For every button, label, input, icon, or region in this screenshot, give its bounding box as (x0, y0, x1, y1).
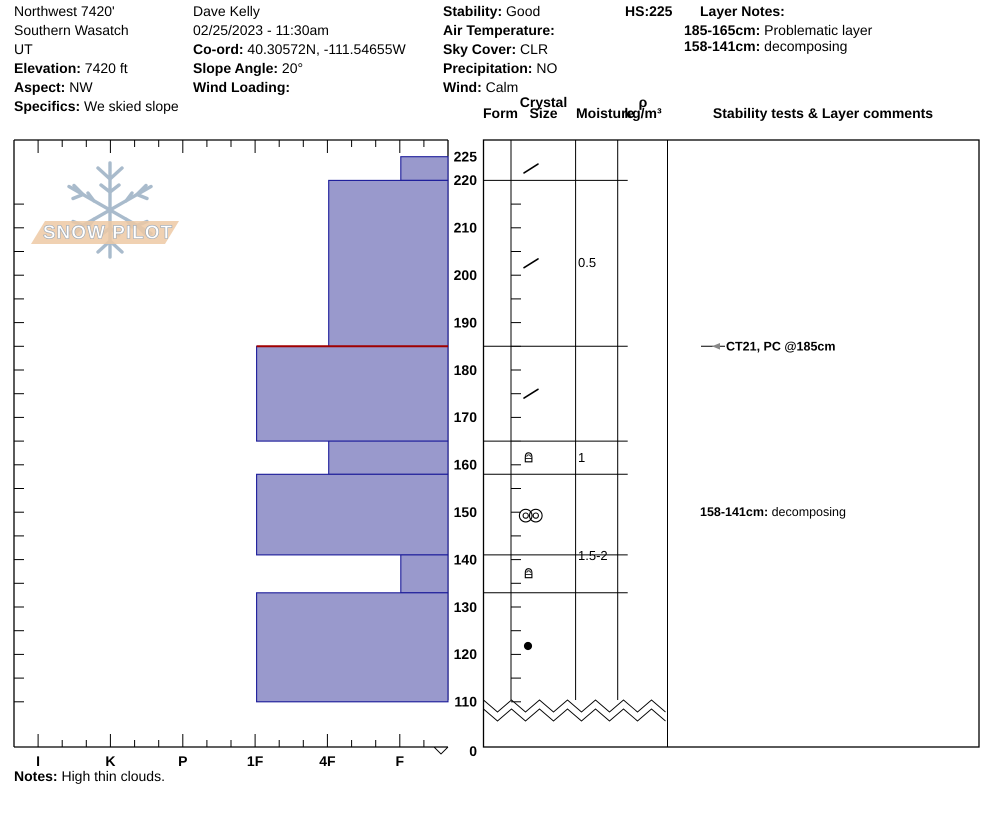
svg-text:4F: 4F (319, 753, 336, 769)
svg-text:120: 120 (454, 646, 478, 662)
svg-text:SNOW PILOT: SNOW PILOT (43, 223, 173, 244)
svg-text:190: 190 (454, 314, 478, 330)
svg-text:140: 140 (454, 551, 478, 567)
svg-text:I: I (36, 753, 40, 769)
svg-text:F: F (396, 753, 405, 769)
svg-text:1: 1 (578, 450, 585, 465)
svg-text:130: 130 (454, 599, 478, 615)
svg-text:158-141cm: decomposing: 158-141cm: decomposing (700, 505, 846, 519)
svg-text:225: 225 (454, 149, 478, 165)
svg-text:150: 150 (454, 504, 478, 520)
svg-text:P: P (178, 753, 187, 769)
svg-text:220: 220 (454, 172, 478, 188)
svg-text:110: 110 (454, 694, 477, 710)
svg-text:200: 200 (454, 267, 478, 283)
svg-text:160: 160 (454, 457, 478, 473)
svg-text:1F: 1F (247, 753, 264, 769)
svg-text:170: 170 (454, 409, 478, 425)
svg-text:K: K (105, 753, 115, 769)
svg-text:180: 180 (454, 362, 478, 378)
svg-text:210: 210 (454, 220, 478, 236)
svg-text:0.5: 0.5 (578, 255, 596, 270)
svg-text:CT21, PC @185cm: CT21, PC @185cm (726, 340, 835, 354)
svg-text:0: 0 (469, 743, 477, 759)
svg-text:1.5-2: 1.5-2 (578, 548, 608, 563)
